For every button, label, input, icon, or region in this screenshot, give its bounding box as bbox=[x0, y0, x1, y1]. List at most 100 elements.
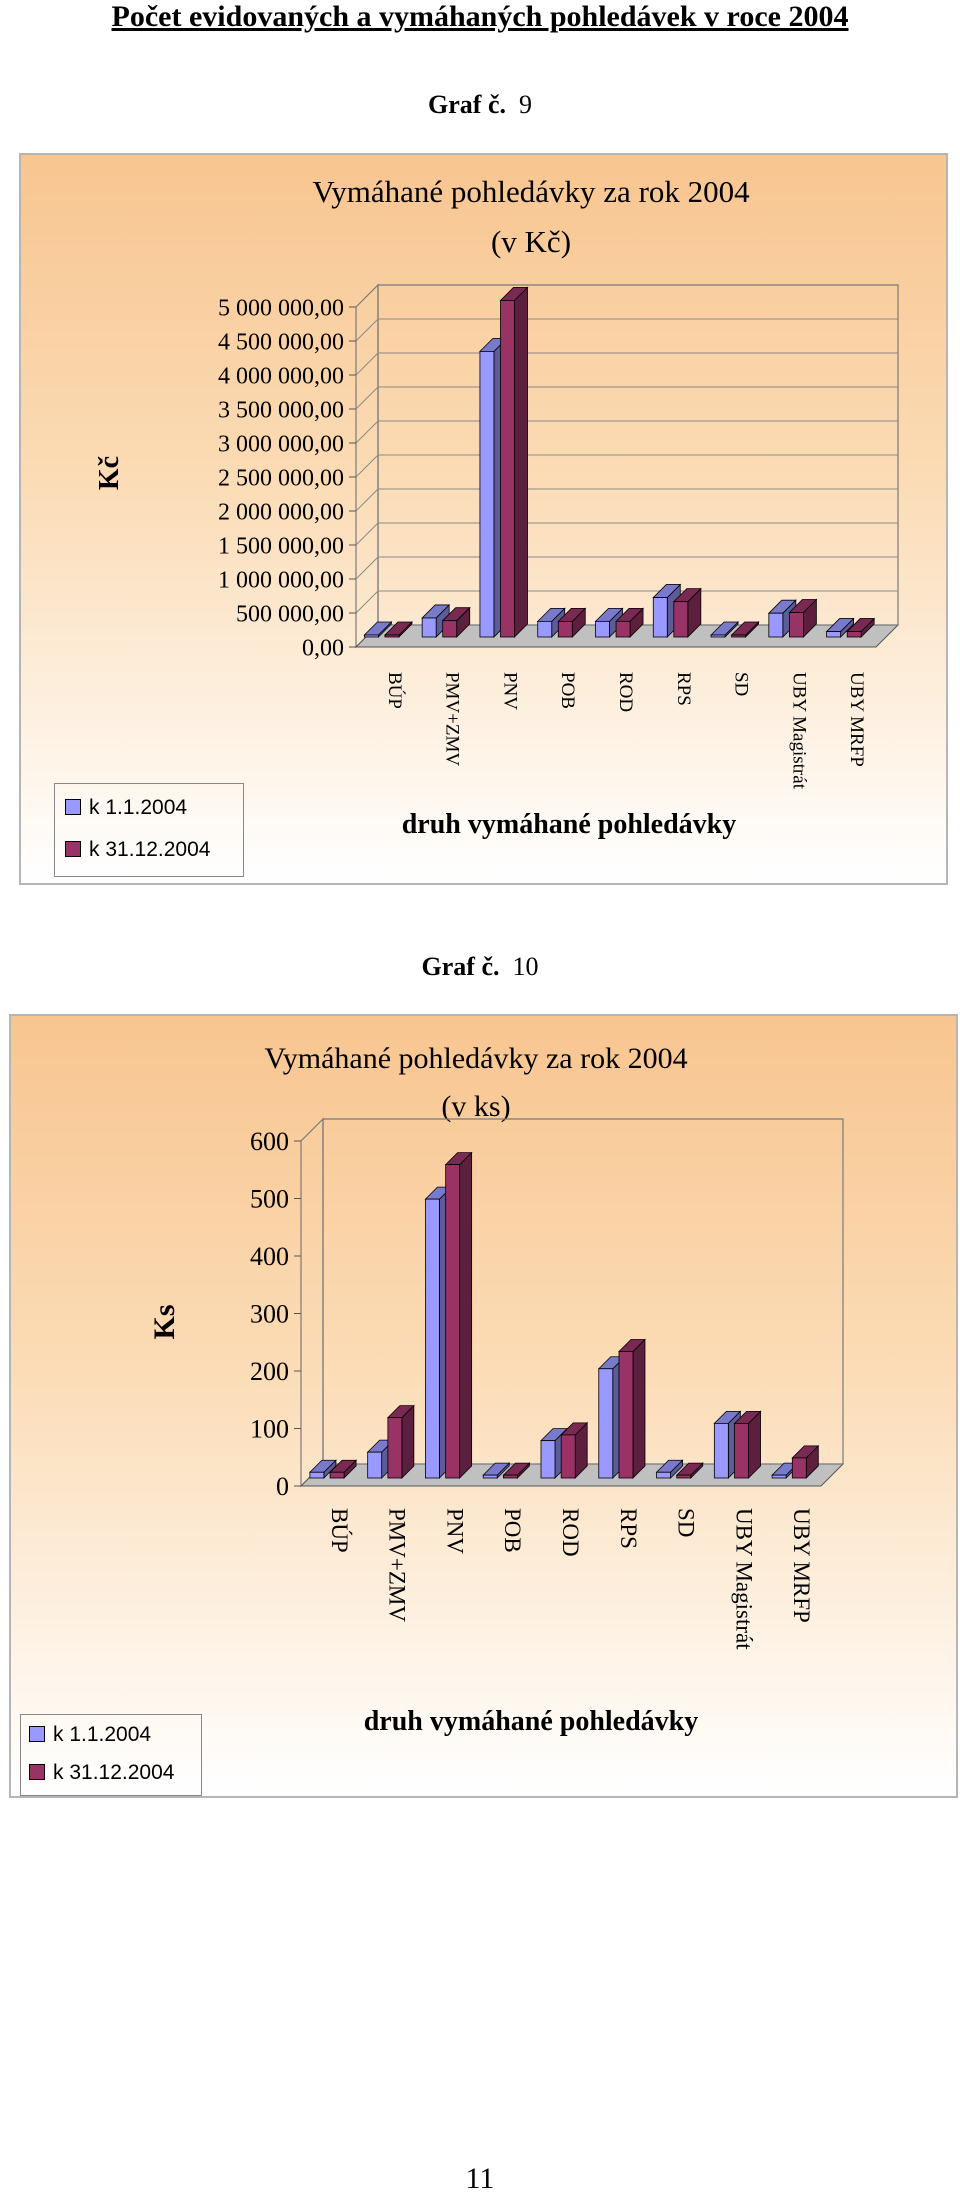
bar bbox=[479, 350, 495, 638]
legend-item-series1: k 1.1.2004 bbox=[29, 1723, 151, 1747]
bar bbox=[384, 634, 400, 638]
y-axis-label: Kč bbox=[94, 456, 125, 490]
chart-ks: Vymáhané pohledávky za rok 2004 (v ks) 600… bbox=[9, 1014, 958, 1798]
bar bbox=[788, 612, 804, 638]
bar bbox=[652, 597, 668, 638]
x-tick-label: UBY MRFP bbox=[846, 672, 867, 767]
gridline bbox=[355, 590, 898, 614]
bar bbox=[618, 1351, 634, 1479]
x-tick-label: ROD bbox=[615, 672, 636, 712]
bar-side bbox=[401, 1404, 415, 1479]
graph-label-9: Graf č. 9 bbox=[0, 90, 960, 120]
bar bbox=[710, 634, 726, 638]
chart-ks-plot: Vymáhané pohledávky za rok 2004 (v ks) 600… bbox=[148, 1042, 845, 1737]
gridline bbox=[355, 352, 898, 376]
gridline bbox=[355, 454, 898, 478]
y-tick-label: 500 bbox=[250, 1185, 289, 1214]
y-tick-label: 500 000,00 bbox=[236, 601, 344, 627]
bar bbox=[537, 620, 553, 638]
y-tick-label: 0 bbox=[276, 1472, 289, 1501]
graph-label-text: Graf č. bbox=[428, 90, 506, 119]
chart-title: Vymáhané pohledávky za rok 2004 bbox=[312, 174, 750, 209]
bar bbox=[557, 620, 573, 638]
y-tick-label: 4 500 000,00 bbox=[218, 329, 344, 355]
chart-kc: Vymáhané pohledávky za rok 2004 (v Kč) 5 0… bbox=[19, 153, 948, 885]
y-tick-label: 400 bbox=[250, 1242, 289, 1271]
x-tick-label: PMV+ZMV bbox=[442, 672, 463, 766]
graph-label-text: Graf č. bbox=[421, 952, 500, 981]
x-axis-label: druh vymáhané pohledávky bbox=[402, 809, 737, 840]
y-tick-label: 300 bbox=[250, 1300, 289, 1329]
x-tick-label: POB bbox=[500, 1508, 525, 1553]
gridline bbox=[355, 318, 898, 342]
bar bbox=[595, 620, 610, 638]
bar bbox=[540, 1440, 556, 1479]
bar bbox=[445, 1164, 461, 1479]
chart-subtitle: (v Kč) bbox=[491, 224, 571, 259]
bar bbox=[731, 634, 747, 638]
y-tick-label: 1 500 000,00 bbox=[218, 533, 344, 559]
chart-title: Vymáhané pohledávky za rok 2004 bbox=[264, 1042, 687, 1075]
bar bbox=[309, 1471, 325, 1479]
y-tick-label: 600 bbox=[250, 1127, 289, 1156]
bar bbox=[791, 1457, 807, 1479]
x-tick-label: UBY MRFP bbox=[789, 1508, 814, 1623]
bar bbox=[713, 1422, 729, 1479]
legend-swatch-series1 bbox=[65, 799, 81, 815]
bar bbox=[387, 1417, 403, 1479]
bar-side bbox=[514, 286, 528, 638]
legend-item-series1: k 1.1.2004 bbox=[65, 796, 187, 820]
legend-swatch-series1 bbox=[29, 1726, 45, 1742]
page-number: 11 bbox=[465, 2162, 495, 2195]
x-tick-label: UBY Magistrát bbox=[731, 1508, 756, 1650]
gridline bbox=[355, 386, 898, 410]
x-tick-label: SD bbox=[674, 1508, 699, 1537]
x-tick-label: PNV bbox=[499, 672, 520, 710]
y-tick-label: 200 bbox=[250, 1357, 289, 1386]
bar bbox=[503, 1474, 518, 1479]
x-tick-label: BÚP bbox=[384, 672, 406, 709]
y-tick-label: 2 500 000,00 bbox=[218, 465, 344, 491]
y-tick-label: 5 000 000,00 bbox=[218, 295, 344, 321]
bar bbox=[363, 634, 379, 638]
x-axis-label: druh vymáhané pohledávky bbox=[364, 1706, 699, 1737]
bar-side bbox=[632, 1338, 646, 1479]
legend-label: k 31.12.2004 bbox=[89, 838, 211, 861]
bar bbox=[500, 299, 515, 638]
bar bbox=[598, 1368, 614, 1479]
x-tick-label: ROD bbox=[558, 1508, 583, 1557]
y-tick-label: 1 000 000,00 bbox=[218, 567, 344, 593]
x-tick-label: BÚP bbox=[327, 1508, 353, 1553]
y-tick-label: 4 000 000,00 bbox=[218, 363, 344, 389]
bar bbox=[367, 1451, 383, 1479]
gridline bbox=[355, 488, 898, 512]
bar bbox=[676, 1474, 692, 1479]
bar bbox=[329, 1471, 345, 1479]
bar bbox=[734, 1422, 749, 1479]
bar bbox=[673, 601, 689, 638]
x-tick-label: POB bbox=[557, 672, 578, 709]
x-tick-label: PMV+ZMV bbox=[385, 1508, 410, 1622]
y-tick-label: 2 000 000,00 bbox=[218, 499, 344, 525]
bar bbox=[771, 1474, 787, 1479]
gridline bbox=[355, 556, 898, 580]
graph-label-number: 9 bbox=[518, 90, 532, 119]
bar bbox=[656, 1471, 671, 1479]
legend-swatch-series2 bbox=[65, 841, 81, 857]
x-tick-label: RPS bbox=[616, 1508, 641, 1549]
bar bbox=[768, 612, 784, 638]
chart-ks-legend: k 1.1.2004 k 31.12.2004 bbox=[20, 1714, 202, 1796]
y-tick-label: 0,00 bbox=[302, 635, 344, 661]
y-axis-label: Ks bbox=[148, 1304, 181, 1339]
side-wall bbox=[300, 1117, 324, 1488]
chart-kc-plot: Vymáhané pohledávky za rok 2004 (v Kč) 5 0… bbox=[94, 174, 900, 840]
graph-label-number: 10 bbox=[512, 952, 539, 981]
y-tick-label: 3 000 000,00 bbox=[218, 431, 344, 457]
legend-item-series2: k 31.12.2004 bbox=[65, 838, 210, 862]
graph-label-10: Graf č. 10 bbox=[0, 952, 960, 982]
y-tick-label: 3 500 000,00 bbox=[218, 397, 344, 423]
legend-item-series2: k 31.12.2004 bbox=[29, 1761, 174, 1785]
bar bbox=[826, 631, 842, 638]
legend-swatch-series2 bbox=[29, 1764, 45, 1780]
chart-subtitle: (v ks) bbox=[441, 1090, 510, 1123]
